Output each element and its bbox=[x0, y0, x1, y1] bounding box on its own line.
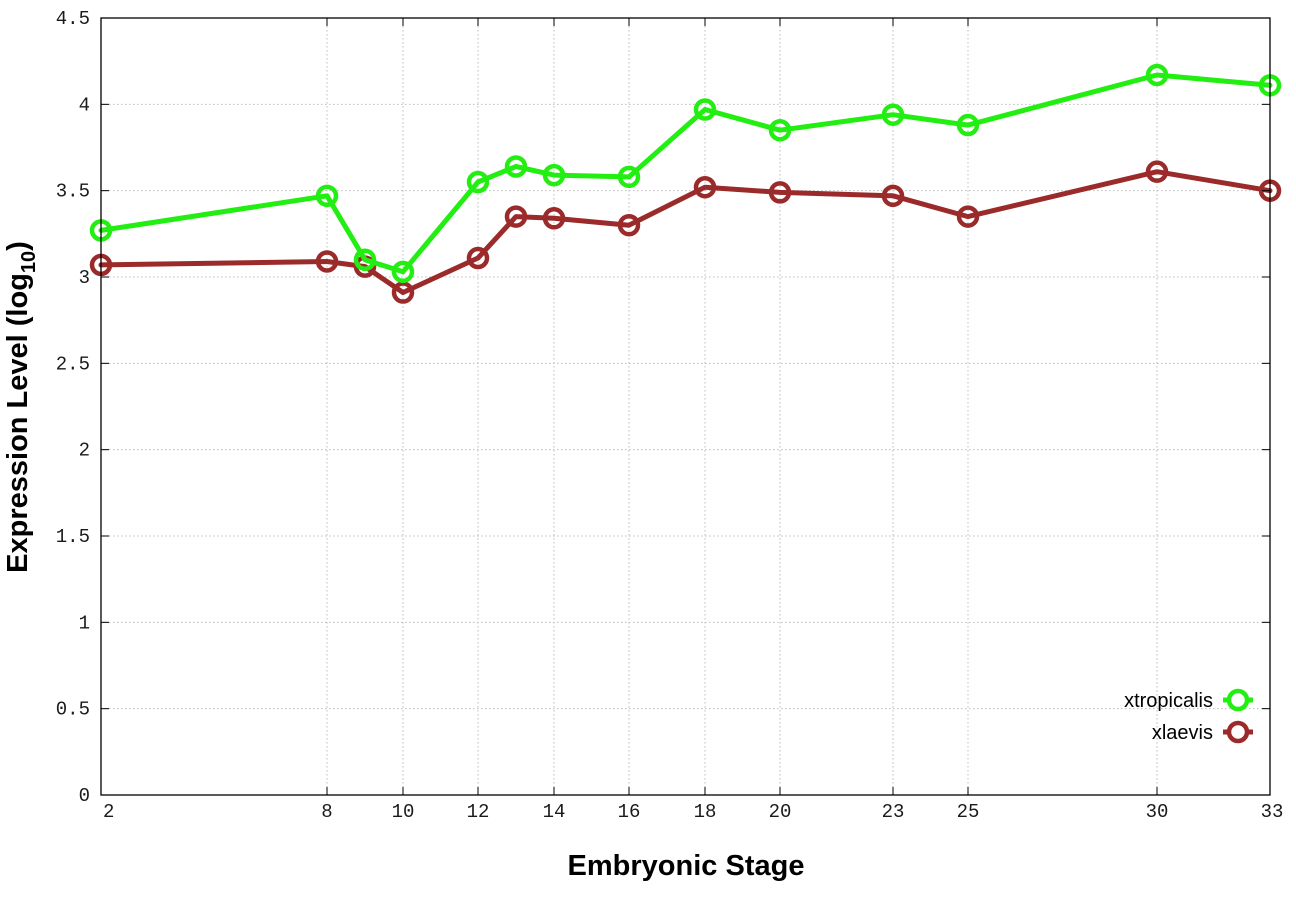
data-point-xlaevis bbox=[315, 250, 339, 273]
data-point-xlaevis bbox=[768, 181, 792, 204]
y-tick-label: 3 bbox=[79, 267, 90, 289]
x-tick-label: 8 bbox=[321, 801, 332, 823]
data-point-xtropicalis bbox=[353, 248, 377, 271]
x-tick-label: 33 bbox=[1261, 801, 1284, 823]
data-point-xtropicalis bbox=[466, 170, 490, 194]
data-point-xlaevis bbox=[1145, 160, 1169, 183]
data-point-xtropicalis bbox=[768, 118, 792, 142]
data-point-xtropicalis bbox=[881, 103, 905, 126]
data-point-xtropicalis bbox=[315, 184, 339, 208]
series-line-xtropicalis bbox=[98, 72, 1273, 275]
legend-swatch-marker bbox=[1226, 720, 1250, 744]
x-tick-label: 25 bbox=[957, 801, 980, 823]
data-point-xtropicalis bbox=[1145, 63, 1169, 87]
data-point-xtropicalis bbox=[617, 165, 641, 189]
legend-item-xtropicalis: xtropicalis bbox=[1124, 688, 1253, 712]
grid bbox=[101, 18, 1270, 795]
x-tick-label: 18 bbox=[694, 801, 717, 823]
series-layer bbox=[89, 63, 1282, 304]
data-point-xlaevis bbox=[391, 281, 415, 304]
x-axis-title: Embryonic Stage bbox=[568, 850, 805, 882]
legend-label: xtropicalis bbox=[1124, 690, 1213, 712]
data-point-xlaevis bbox=[881, 184, 905, 208]
x-tick-label: 16 bbox=[618, 801, 641, 823]
y-tick-label: 3.5 bbox=[56, 181, 90, 203]
data-point-xlaevis bbox=[956, 205, 980, 228]
x-tick-label: 2 bbox=[103, 801, 114, 823]
x-tick-label: 10 bbox=[392, 801, 415, 823]
data-point-xtropicalis bbox=[693, 98, 717, 121]
y-axis-title-subscript: 10 bbox=[18, 251, 40, 273]
plot-frame bbox=[100, 17, 1271, 796]
y-tick-label: 4.5 bbox=[56, 8, 90, 30]
data-point-xtropicalis bbox=[956, 113, 980, 137]
y-tick-label: 2 bbox=[79, 440, 90, 462]
data-point-xlaevis bbox=[693, 175, 717, 199]
series-line-xlaevis bbox=[98, 169, 1273, 295]
data-point-xlaevis bbox=[466, 246, 490, 270]
data-point-xtropicalis bbox=[504, 155, 528, 178]
x-tick-label: 20 bbox=[769, 801, 792, 823]
y-tick-label: 0 bbox=[79, 785, 90, 807]
legend-item-xlaevis: xlaevis bbox=[1152, 720, 1253, 744]
y-tick-label: 1.5 bbox=[56, 526, 90, 548]
legend-label: xlaevis bbox=[1152, 722, 1213, 744]
data-point-xlaevis bbox=[504, 205, 528, 228]
x-tick-label: 12 bbox=[467, 801, 490, 823]
legend-swatch-marker bbox=[1226, 688, 1250, 712]
series-xlaevis bbox=[89, 160, 1282, 304]
axis-ticks: 2 8 10 12 14 16 18 20 23 25 30 33 0 0.5 1 1.5 2 2.5 3 3.5 4 4… bbox=[56, 8, 1284, 823]
series-xtropicalis bbox=[89, 63, 1282, 284]
data-point-xlaevis bbox=[617, 213, 641, 237]
y-axis-title-close: ) bbox=[2, 241, 34, 251]
y-tick-label: 0.5 bbox=[56, 699, 90, 721]
y-axis-title: Expression Level (log10) bbox=[2, 241, 40, 573]
x-tick-label: 30 bbox=[1146, 801, 1169, 823]
y-tick-label: 1 bbox=[79, 612, 90, 634]
legend: xtropicalis xlaevis bbox=[1124, 688, 1253, 744]
data-point-xlaevis bbox=[542, 207, 566, 230]
y-tick-label: 2.5 bbox=[56, 353, 90, 375]
x-tick-label: 14 bbox=[543, 801, 566, 823]
data-point-xtropicalis bbox=[542, 163, 566, 187]
y-axis-title-main: Expression Level (log bbox=[2, 273, 34, 573]
data-point-xtropicalis bbox=[391, 260, 415, 284]
y-tick-label: 4 bbox=[79, 94, 90, 116]
x-tick-label: 23 bbox=[882, 801, 905, 823]
